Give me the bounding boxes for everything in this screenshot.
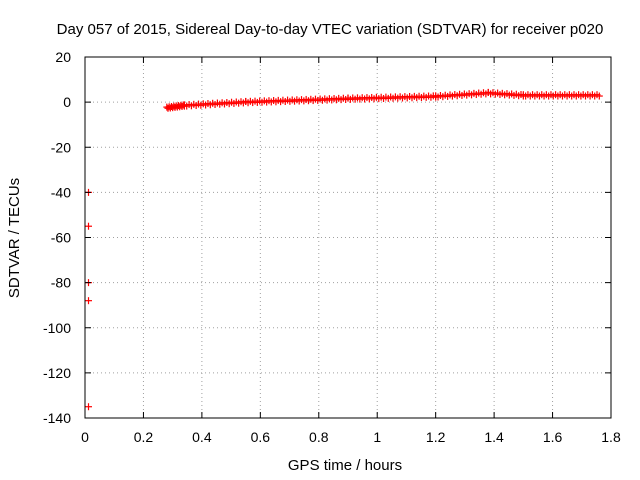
x-tick-label: 0.4 bbox=[192, 429, 212, 445]
x-tick-label: 0.2 bbox=[134, 429, 154, 445]
y-axis-label: SDTVAR / TECUs bbox=[6, 178, 23, 298]
y-tick-label: -40 bbox=[51, 184, 71, 200]
x-tick-label: 1.2 bbox=[426, 429, 446, 445]
y-tick-label: -20 bbox=[51, 139, 71, 155]
x-axis-label: GPS time / hours bbox=[288, 457, 402, 474]
y-tick-label: -80 bbox=[51, 275, 71, 291]
x-tick-label: 1.6 bbox=[543, 429, 563, 445]
tick-layer bbox=[84, 56, 612, 419]
y-tick-label: 20 bbox=[55, 49, 71, 65]
x-tick-label: 1.8 bbox=[601, 429, 621, 445]
chart-title: Day 057 of 2015, Sidereal Day-to-day VTE… bbox=[57, 21, 604, 38]
grid-layer bbox=[85, 57, 611, 418]
x-tick-label: 0.6 bbox=[251, 429, 271, 445]
y-tick-label: -60 bbox=[51, 230, 71, 246]
data-layer bbox=[85, 88, 603, 411]
data-point bbox=[85, 297, 93, 305]
label-layer: 0 0.2 0.4 0.6 0.8 1 1.2 1.4 1.6 1.8 20 0 -20 -40 -60 -8… bbox=[43, 49, 621, 445]
y-tick-label: -140 bbox=[43, 410, 71, 426]
data-point bbox=[595, 92, 603, 100]
data-point bbox=[85, 222, 93, 230]
y-tick-label: -120 bbox=[43, 365, 71, 381]
x-tick-label: 0 bbox=[81, 429, 89, 445]
x-tick-label: 0.8 bbox=[309, 429, 329, 445]
x-tick-label: 1 bbox=[373, 429, 381, 445]
y-tick-label: 0 bbox=[63, 94, 71, 110]
x-tick-label: 1.4 bbox=[484, 429, 504, 445]
y-tick-label: -100 bbox=[43, 320, 71, 336]
data-point bbox=[85, 403, 93, 411]
